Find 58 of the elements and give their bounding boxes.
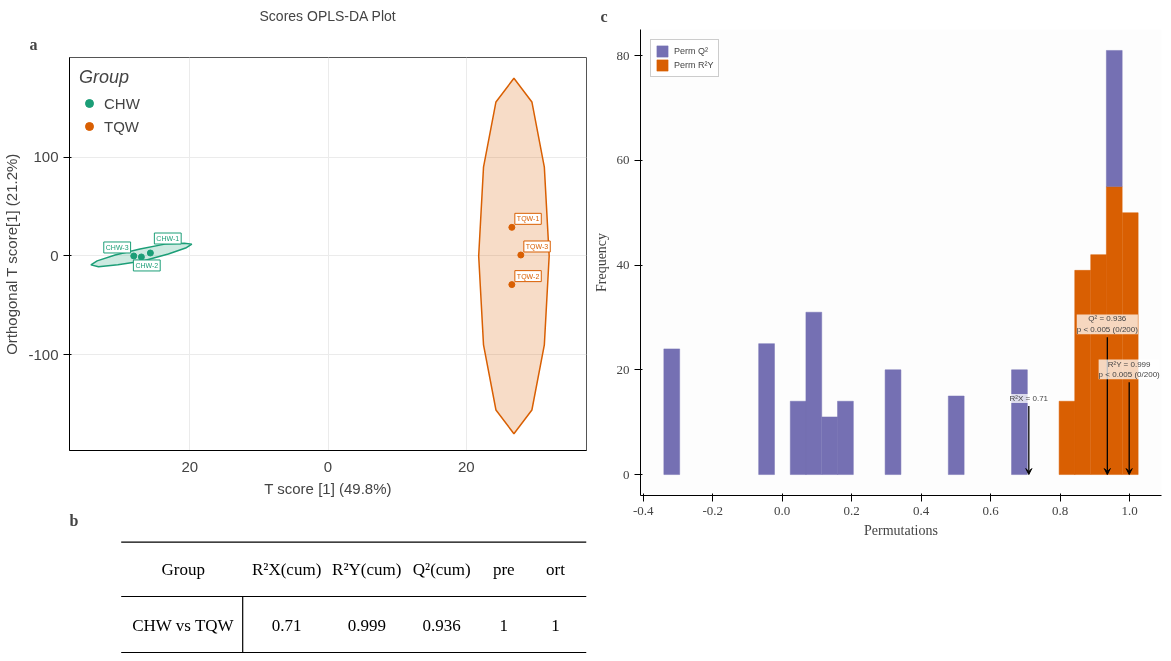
data-label: 1 xyxy=(499,615,509,635)
text: a xyxy=(29,35,38,53)
legend-label: Perm R²Y xyxy=(674,60,714,70)
point xyxy=(508,281,516,289)
text: CHW vs TQW xyxy=(132,615,235,635)
legend-label: CHW xyxy=(104,94,140,112)
x-tick-label: 0.6 xyxy=(982,502,1000,518)
x-tick-label: 1.0 xyxy=(1121,502,1138,518)
y-axis-title: Orthogonal T score[1] (21.2%) xyxy=(3,153,21,355)
category-label: ort xyxy=(546,559,566,579)
text: b xyxy=(69,512,79,530)
bar xyxy=(1106,50,1123,187)
category-label: R²X(cum) xyxy=(251,559,322,579)
point xyxy=(137,253,145,261)
point xyxy=(146,249,154,257)
legend-label: TQW xyxy=(104,117,139,135)
text: c xyxy=(600,7,608,25)
y-tick-label: 40 xyxy=(616,257,630,273)
x-tick-label: 0.4 xyxy=(913,502,930,518)
x-tick-label: 0 xyxy=(323,457,333,475)
chart-title: Scores OPLS-DA Plot xyxy=(259,7,396,24)
category-label: R²Y(cum) xyxy=(332,559,402,579)
bar xyxy=(1011,369,1028,475)
point xyxy=(508,223,516,231)
x-tick-label: 20 xyxy=(457,457,475,475)
category-label: pre xyxy=(492,559,515,579)
x-tick-label: 0.0 xyxy=(774,502,791,518)
x-tick-label: 0.2 xyxy=(843,502,860,518)
bar xyxy=(663,348,680,475)
category-label: Q²(cum) xyxy=(412,559,471,579)
y-axis-title: Frequency xyxy=(593,232,609,293)
x-tick-label: -0.4 xyxy=(632,502,655,518)
annotation: R²Y = 0.999 p < 0.005 (0/200) xyxy=(1098,359,1161,380)
y-tick-label: 0 xyxy=(50,246,59,264)
data-label: 0.999 xyxy=(347,615,386,635)
y-tick-label: 60 xyxy=(616,152,630,168)
x-axis-title: T score [1] (49.8%) xyxy=(264,479,392,497)
legend-label: Perm Q² xyxy=(674,46,709,56)
data-label: 0.936 xyxy=(422,615,461,635)
point xyxy=(130,252,138,260)
annotation: Q² = 0.936 p < 0.005 (0/200) xyxy=(1076,314,1139,335)
data-label: 1 xyxy=(551,615,560,635)
bar xyxy=(884,369,902,475)
x-tick-label: -0.2 xyxy=(702,502,724,518)
x-axis-title: Permutations xyxy=(864,522,938,538)
x-tick-label: 20 xyxy=(181,457,199,475)
data-label: 0.71 xyxy=(271,615,302,635)
text: Group xyxy=(161,559,205,579)
x-tick-label: 0.8 xyxy=(1051,502,1069,518)
y-tick-label: 100 xyxy=(33,148,59,166)
y-tick-label: -100 xyxy=(28,345,59,363)
point xyxy=(517,251,525,259)
bar xyxy=(758,343,775,475)
y-tick-label: 80 xyxy=(616,47,630,63)
y-tick-label: 20 xyxy=(616,361,630,377)
bar xyxy=(948,395,965,475)
legend-title: Group xyxy=(79,67,131,88)
annotation: R²X = 0.71 xyxy=(1009,393,1049,403)
